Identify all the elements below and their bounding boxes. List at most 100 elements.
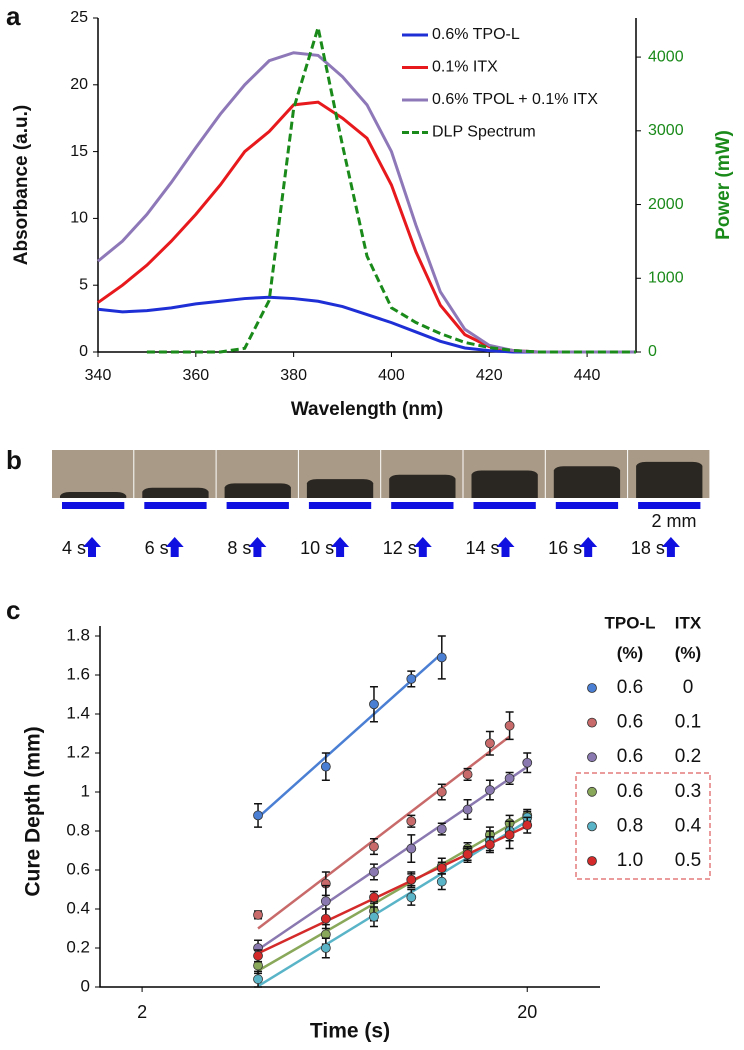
- point: [406, 843, 417, 854]
- time-label: 10 s: [300, 538, 334, 558]
- cured-part: [224, 483, 291, 498]
- panel-label: c: [6, 595, 20, 625]
- x-tick-label: 340: [85, 367, 112, 384]
- y-tick-label: 20: [70, 76, 88, 93]
- point: [406, 874, 417, 885]
- y-tick-label: 0: [81, 976, 90, 995]
- legend-marker: [587, 786, 597, 797]
- x-axis-title: Time (s): [310, 1020, 390, 1043]
- point: [436, 824, 447, 834]
- time-label: 14 s: [465, 538, 499, 558]
- legend-header: ITX: [675, 613, 702, 632]
- x-tick-label: 400: [378, 367, 405, 384]
- point: [320, 913, 331, 924]
- series-line: [97, 51, 636, 354]
- point: [485, 839, 495, 850]
- point: [253, 950, 263, 961]
- exposure-bar: [226, 502, 289, 509]
- point: [369, 867, 379, 877]
- point: [320, 761, 331, 772]
- point: [462, 849, 473, 860]
- arrow: [661, 537, 680, 557]
- arrow: [248, 537, 267, 557]
- exposure-bar: [308, 502, 372, 509]
- fit-line: [257, 820, 528, 988]
- legend-itx: 0: [683, 677, 694, 698]
- legend-label: DLP Spectrum: [432, 124, 536, 141]
- legend-header: (%): [617, 643, 643, 662]
- legend-header: TPO-L: [605, 613, 656, 632]
- x-tick-label: 440: [574, 367, 601, 384]
- legend-tpo: 0.6: [617, 746, 643, 767]
- legend-tpo: 0.6: [617, 781, 643, 802]
- arrow: [83, 537, 101, 557]
- legend-marker: [587, 683, 597, 693]
- y2-tick-label: 0: [648, 343, 657, 360]
- legend-itx: 0.4: [675, 815, 702, 836]
- cured-part: [389, 474, 456, 498]
- fit-line: [257, 765, 528, 951]
- legend-tpo: 0.8: [617, 815, 643, 836]
- fit-line: [257, 813, 528, 972]
- x-tick-label: 20: [517, 1002, 537, 1022]
- y-tick-label: 10: [70, 210, 88, 227]
- legend-tpo: 0.6: [617, 712, 643, 733]
- exposure-bar: [638, 502, 701, 509]
- x-tick-label: 420: [476, 367, 503, 384]
- y-tick-label: 0.4: [66, 898, 90, 917]
- series-line: [97, 295, 636, 354]
- legend-label: 0.6% TPO-L: [432, 26, 520, 43]
- point: [369, 911, 379, 922]
- cured-part: [60, 492, 127, 498]
- y-tick-label: 1.6: [66, 664, 90, 683]
- cured-part: [142, 487, 209, 498]
- y-axis-title: Cure Depth (mm): [22, 726, 45, 896]
- y2-axis-title: Power (mW): [713, 130, 734, 240]
- exposure-bar: [391, 502, 454, 509]
- arrow: [331, 537, 350, 557]
- exposure-bar: [62, 502, 125, 509]
- cured-part: [636, 461, 703, 498]
- time-label: 6 s: [145, 538, 169, 558]
- x-tick-label: 360: [182, 367, 209, 384]
- panel-label: a: [6, 1, 21, 31]
- y-tick-label: 1.4: [66, 703, 90, 722]
- point: [369, 699, 379, 710]
- series-line: [146, 27, 636, 354]
- point: [504, 773, 515, 784]
- exposure-bar: [473, 502, 536, 509]
- y2-tick-label: 2000: [648, 196, 684, 213]
- axes: [99, 626, 600, 988]
- point: [320, 896, 331, 907]
- y-tick-label: 1.2: [66, 742, 90, 761]
- point: [253, 909, 263, 920]
- arrow: [413, 537, 432, 557]
- arrow: [496, 537, 515, 557]
- y-tick-label: 0.6: [66, 859, 90, 878]
- legend-label: 0.6% TPOL + 0.1% ITX: [432, 91, 598, 108]
- fit-line: [257, 824, 528, 955]
- legend-tpo: 0.6: [617, 677, 643, 698]
- point: [406, 892, 417, 903]
- point: [436, 863, 447, 873]
- y-tick-label: 0.8: [66, 820, 90, 839]
- cured-part: [471, 470, 538, 498]
- y-tick-label: 0.2: [66, 937, 90, 956]
- legend-itx: 0.3: [675, 781, 701, 802]
- point: [485, 738, 495, 749]
- legend-marker: [587, 717, 597, 728]
- point: [522, 820, 533, 831]
- exposure-bar: [144, 502, 207, 509]
- legend-itx: 0.5: [675, 850, 701, 871]
- x-tick-label: 380: [280, 367, 307, 384]
- point: [462, 804, 473, 815]
- point: [436, 787, 447, 797]
- point: [253, 974, 263, 985]
- legend-marker: [587, 752, 597, 763]
- point: [522, 757, 533, 768]
- axes: [97, 18, 637, 353]
- time-label: 8 s: [227, 538, 251, 558]
- time-label: 16 s: [548, 538, 582, 558]
- fit-line: [257, 735, 511, 930]
